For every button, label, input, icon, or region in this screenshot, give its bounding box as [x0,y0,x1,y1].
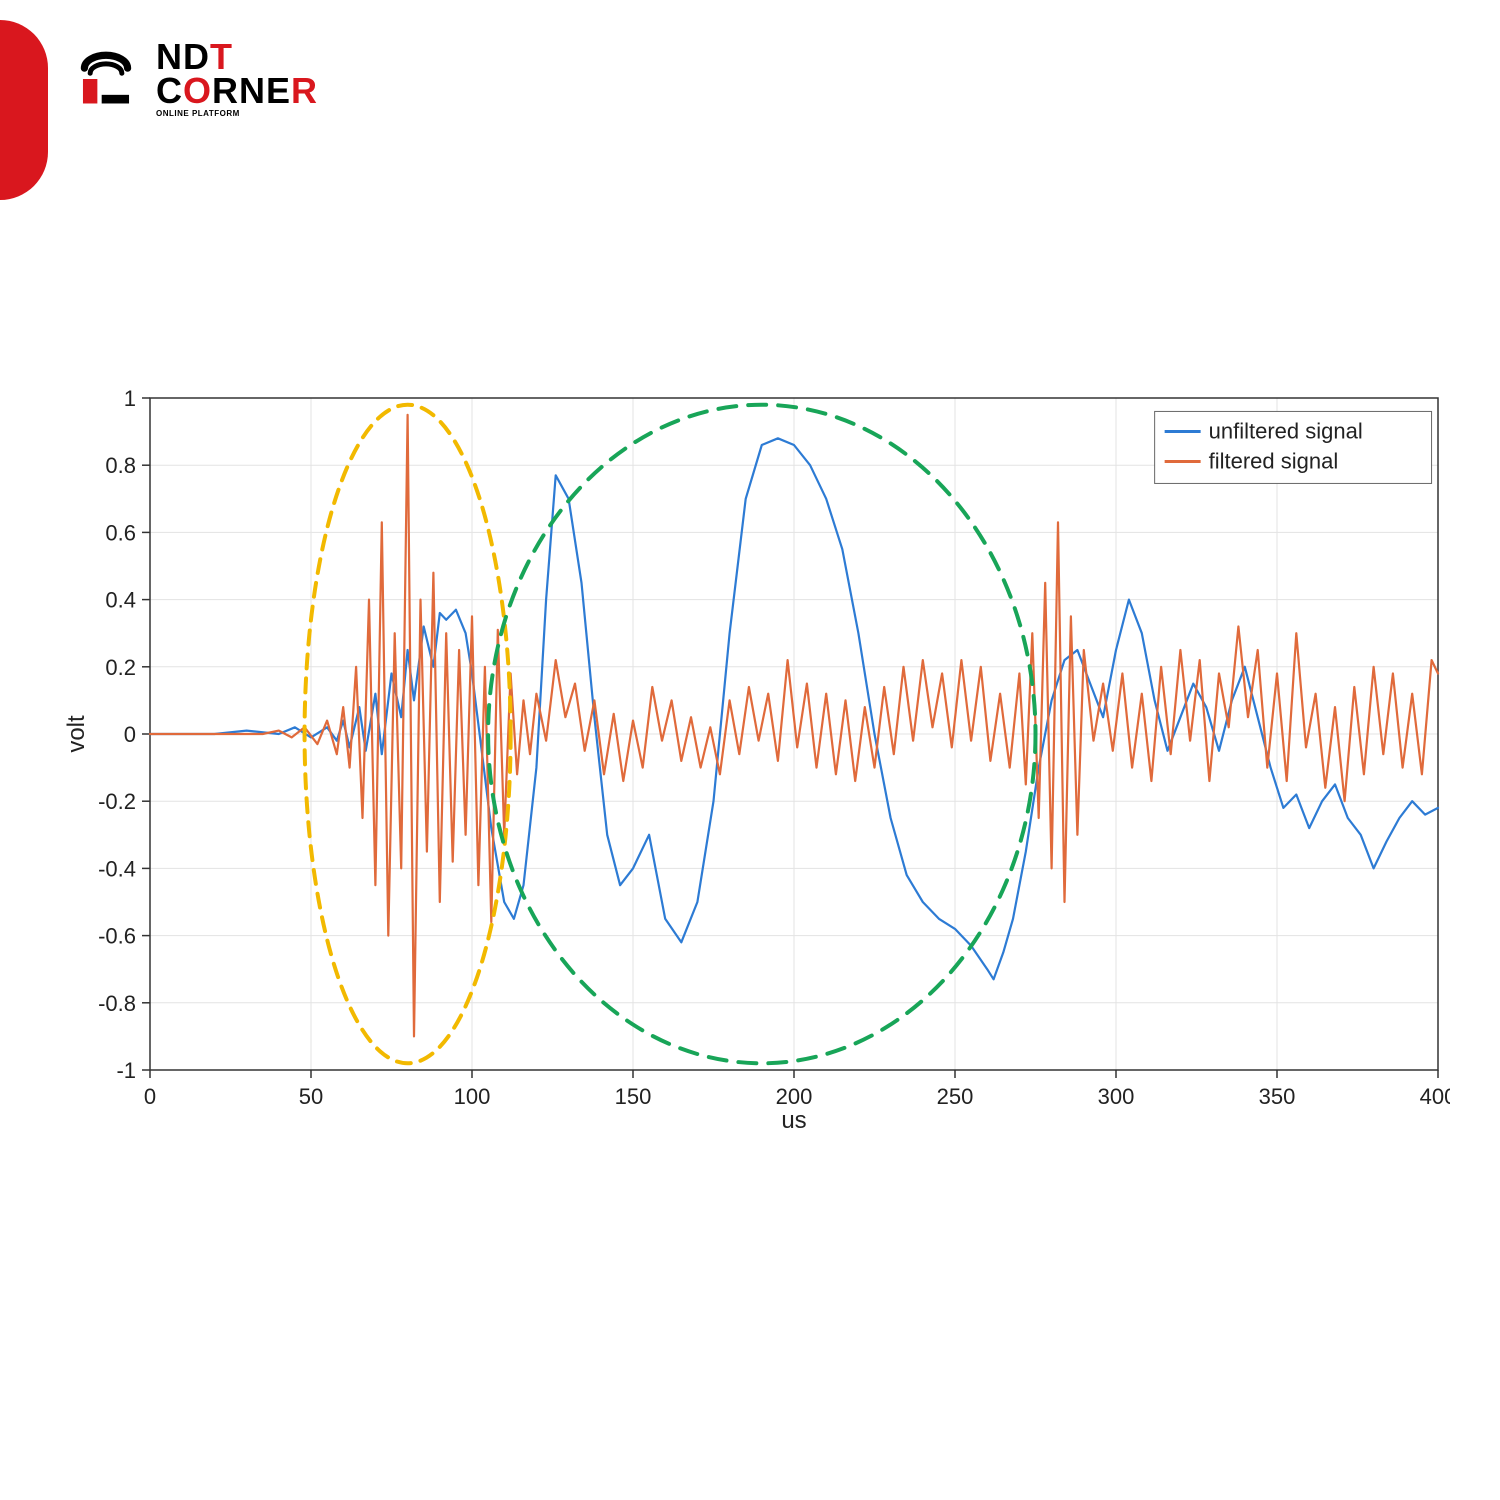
brand-text-2a: C [156,70,183,111]
brand-text-2d: R [291,70,318,111]
svg-text:filtered signal: filtered signal [1209,448,1339,473]
svg-text:-0.6: -0.6 [98,924,136,949]
svg-text:unfiltered signal: unfiltered signal [1209,418,1363,443]
svg-text:-0.8: -0.8 [98,991,136,1016]
svg-text:250: 250 [937,1084,974,1109]
svg-text:400: 400 [1420,1084,1450,1109]
svg-text:-0.4: -0.4 [98,856,136,881]
svg-text:-1: -1 [116,1058,136,1083]
svg-text:300: 300 [1098,1084,1135,1109]
svg-text:1: 1 [124,386,136,411]
brand-text-2b: O [183,70,212,111]
svg-text:0.4: 0.4 [105,588,136,613]
brand-logo: NDT CORNER ONLINE PLATFORM [70,40,318,118]
brand-logo-icon [70,43,142,115]
svg-text:0.2: 0.2 [105,655,136,680]
svg-text:50: 50 [299,1084,323,1109]
svg-text:150: 150 [615,1084,652,1109]
svg-text:0: 0 [144,1084,156,1109]
svg-text:200: 200 [776,1084,813,1109]
brand-accent-tab [0,20,48,200]
chart-svg: 0 50 100 150 200 250 300 350 400 -1 -0.8 -0.6 -0.4 -0… [60,380,1450,1140]
brand-text-2c: RNE [212,70,291,111]
svg-text:0: 0 [124,722,136,747]
svg-text:volt: volt [63,715,90,753]
svg-text:100: 100 [454,1084,491,1109]
brand-logo-text: NDT CORNER ONLINE PLATFORM [156,40,318,118]
svg-text:0.6: 0.6 [105,520,136,545]
svg-text:0.8: 0.8 [105,453,136,478]
svg-text:-0.2: -0.2 [98,789,136,814]
svg-text:us: us [781,1107,806,1134]
signal-chart: 0 50 100 150 200 250 300 350 400 -1 -0.8 -0.6 -0.4 -0… [60,380,1450,1140]
brand-subtitle: ONLINE PLATFORM [156,110,318,118]
svg-text:350: 350 [1259,1084,1296,1109]
